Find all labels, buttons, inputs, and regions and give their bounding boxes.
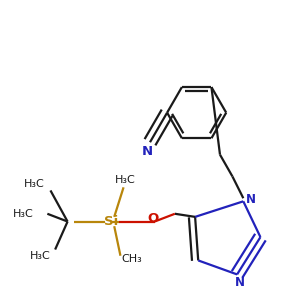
Text: H₃C: H₃C bbox=[115, 175, 136, 184]
Text: H₃C: H₃C bbox=[30, 251, 50, 261]
Text: CH₃: CH₃ bbox=[121, 254, 142, 264]
Text: H₃C: H₃C bbox=[23, 179, 44, 189]
Text: Si: Si bbox=[104, 215, 118, 228]
Text: N: N bbox=[235, 276, 245, 289]
Text: O: O bbox=[148, 212, 159, 225]
Text: H₃C: H₃C bbox=[13, 209, 33, 219]
Text: N: N bbox=[246, 193, 256, 206]
Text: N: N bbox=[141, 145, 152, 158]
